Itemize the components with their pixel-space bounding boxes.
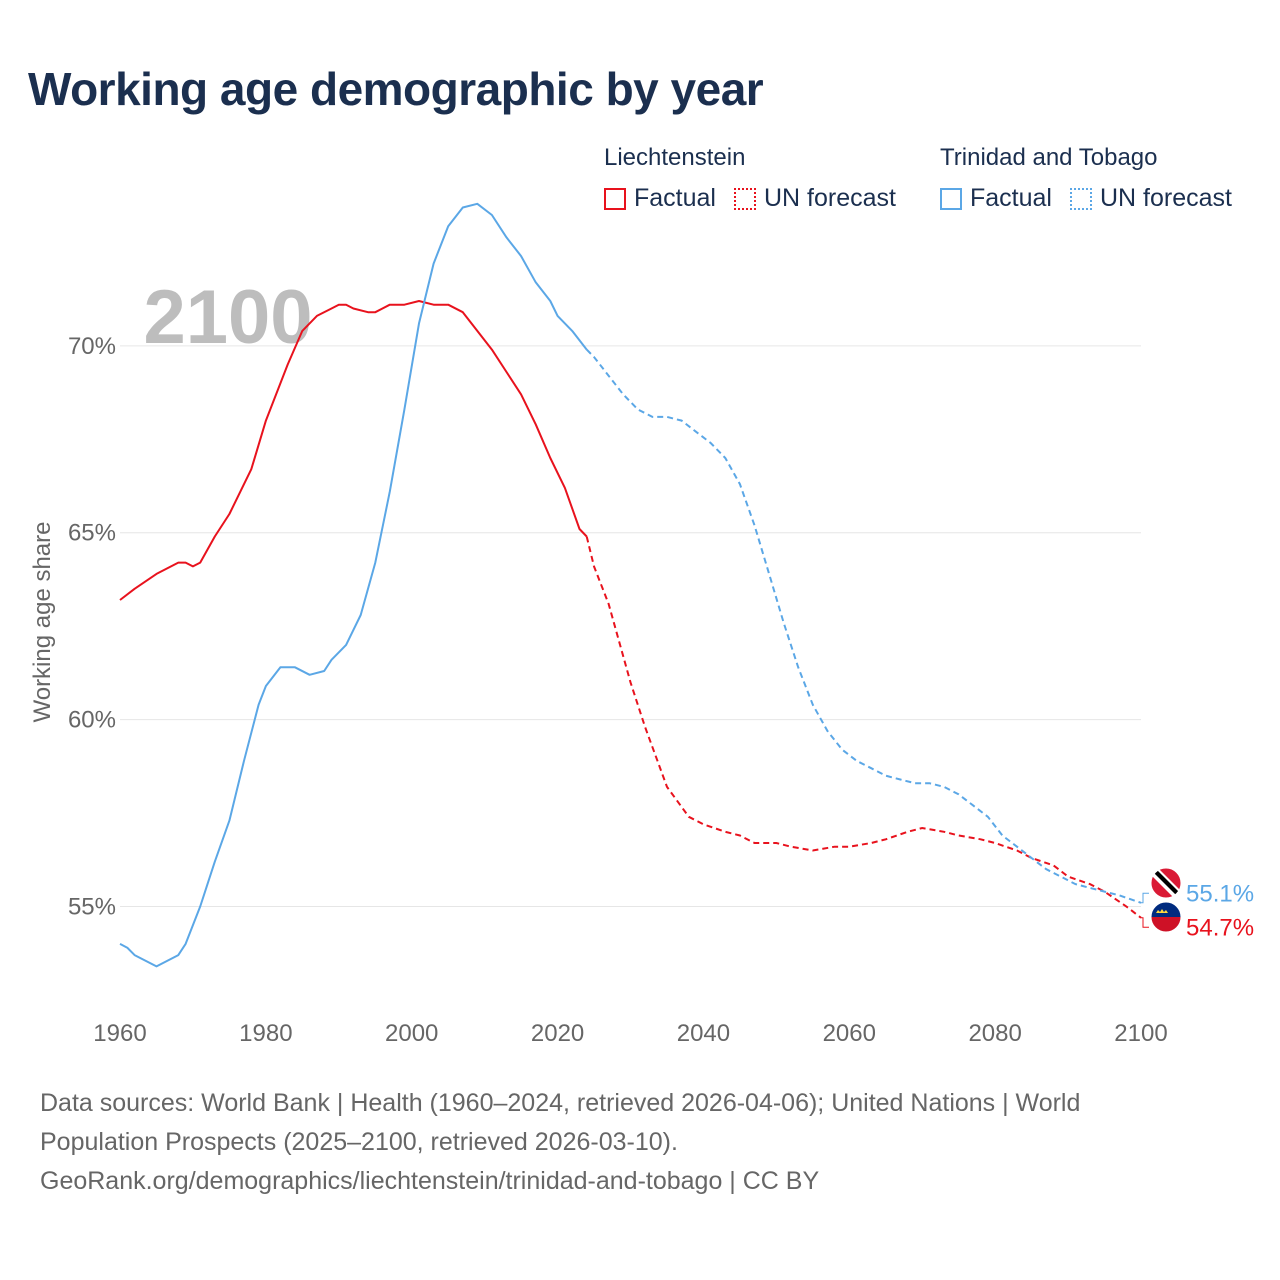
trinidad-and-tobago-end-connector xyxy=(1141,892,1149,904)
x-tick-label: 2060 xyxy=(823,1020,876,1047)
liechtenstein-flag-icon xyxy=(1150,901,1182,933)
source-line: Data sources: World Bank | Health (1960–… xyxy=(40,1089,1081,1117)
trinidad-and-tobago-factual-line[interactable] xyxy=(119,202,588,968)
x-tick-label: 2040 xyxy=(677,1020,730,1047)
legend-item-label: Factual xyxy=(634,184,716,212)
x-tick-label: 2020 xyxy=(531,1020,584,1047)
legend-trinidad-and-tobago: Trinidad and Tobago Factual UN forecast xyxy=(940,144,1232,213)
legend-item-forecast[interactable]: UN forecast xyxy=(1069,184,1232,213)
legend-item-label: Factual xyxy=(970,184,1052,212)
year-watermark: 2100 xyxy=(143,275,312,360)
y-tick-label: 60% xyxy=(68,707,116,734)
trinidad-and-tobago-flag-icon xyxy=(1150,867,1182,899)
y-axis-label: Working age share xyxy=(29,522,56,723)
legend-item-label: UN forecast xyxy=(1099,184,1232,212)
legend-solid-swatch xyxy=(940,187,962,210)
legend-liechtenstein: Liechtenstein Factual UN forecast xyxy=(604,144,914,213)
liechtenstein-end-value: 54.7% xyxy=(1186,914,1254,941)
y-tick-label: 65% xyxy=(68,520,116,547)
liechtenstein-forecast-line[interactable] xyxy=(585,536,1142,919)
source-note: Data sources: World Bank | Health (1960–… xyxy=(40,1084,1190,1201)
legend-dotted-swatch xyxy=(1069,187,1092,210)
x-tick-label: 2000 xyxy=(385,1020,438,1047)
x-tick-label: 2080 xyxy=(968,1020,1021,1047)
legend-item-forecast[interactable]: UN forecast xyxy=(733,184,896,213)
x-tick-label: 2100 xyxy=(1114,1020,1167,1047)
chart-title: Working age demographic by year xyxy=(28,63,764,115)
y-tick-label: 55% xyxy=(68,894,116,921)
liechtenstein-end-connector xyxy=(1141,917,1149,928)
x-tick-label: 1960 xyxy=(93,1020,146,1047)
legend-country-label: Liechtenstein xyxy=(604,144,746,171)
y-tick-label: 70% xyxy=(68,333,116,360)
legend-country-label: Trinidad and Tobago xyxy=(940,144,1158,171)
liechtenstein-factual-line[interactable] xyxy=(119,300,588,601)
x-tick-label: 1980 xyxy=(239,1020,292,1047)
legend-solid-swatch xyxy=(604,187,626,210)
legend-dotted-swatch xyxy=(733,187,756,210)
source-line: Population Prospects (2025–2100, retriev… xyxy=(40,1128,678,1156)
legend-item-factual[interactable]: Factual xyxy=(604,184,716,213)
legend-item-label: UN forecast xyxy=(763,184,896,212)
trinidad-and-tobago-forecast-line[interactable] xyxy=(585,348,1142,904)
trinidad-and-tobago-end-value: 55.1% xyxy=(1186,880,1254,907)
legend-item-factual[interactable]: Factual xyxy=(940,184,1052,213)
source-line: GeoRank.org/demographics/liechtenstein/t… xyxy=(40,1167,820,1195)
